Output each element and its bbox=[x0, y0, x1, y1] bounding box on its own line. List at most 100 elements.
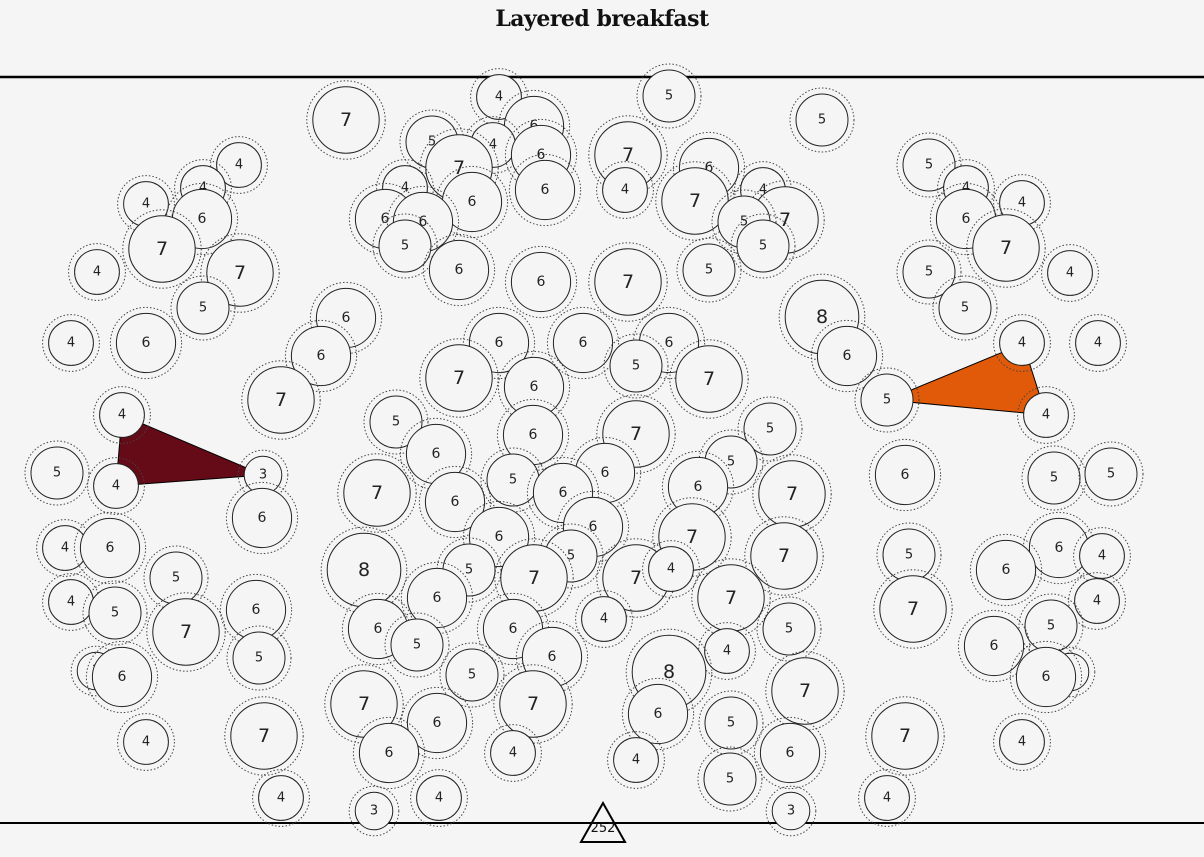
node-5[interactable]: 5 bbox=[1078, 441, 1144, 507]
node-7[interactable]: 7 bbox=[588, 242, 668, 322]
node-5[interactable]: 5 bbox=[384, 612, 450, 678]
node-7[interactable]: 7 bbox=[865, 696, 945, 776]
node-5[interactable]: 5 bbox=[876, 522, 942, 588]
node-4[interactable]: 4 bbox=[1017, 386, 1075, 444]
node-6[interactable]: 6 bbox=[422, 233, 496, 307]
node-5[interactable]: 5 bbox=[932, 275, 998, 341]
node-7[interactable]: 7 bbox=[744, 516, 824, 596]
node-label: 7 bbox=[622, 271, 634, 293]
node-label: 4 bbox=[199, 181, 207, 196]
node-6[interactable]: 6 bbox=[621, 677, 695, 751]
node-7[interactable]: 7 bbox=[494, 538, 574, 618]
node-5[interactable]: 5 bbox=[603, 333, 669, 399]
node-7[interactable]: 7 bbox=[419, 338, 499, 418]
node-6[interactable]: 6 bbox=[400, 561, 474, 635]
node-5[interactable]: 5 bbox=[789, 87, 855, 153]
node-4[interactable]: 4 bbox=[1069, 314, 1127, 372]
node-6[interactable]: 6 bbox=[868, 438, 942, 512]
node-4[interactable]: 4 bbox=[607, 731, 665, 789]
node-4[interactable]: 4 bbox=[1041, 244, 1099, 302]
node-5[interactable]: 5 bbox=[676, 237, 742, 303]
node-6[interactable]: 6 bbox=[1009, 640, 1083, 714]
node-6[interactable]: 6 bbox=[400, 686, 474, 760]
node-5[interactable]: 5 bbox=[226, 625, 292, 691]
node-5[interactable]: 5 bbox=[697, 746, 763, 812]
node-5[interactable]: 5 bbox=[372, 213, 438, 279]
node-7[interactable]: 7 bbox=[669, 339, 749, 419]
node-5[interactable]: 5 bbox=[854, 367, 920, 433]
node-7[interactable]: 7 bbox=[337, 453, 417, 533]
node-7[interactable]: 7 bbox=[655, 161, 735, 241]
node-4[interactable]: 4 bbox=[117, 713, 175, 771]
node-6[interactable]: 6 bbox=[969, 533, 1043, 607]
node-6[interactable]: 6 bbox=[225, 481, 299, 555]
node-5[interactable]: 5 bbox=[730, 213, 796, 279]
node-4[interactable]: 4 bbox=[210, 136, 268, 194]
node-5[interactable]: 5 bbox=[698, 690, 764, 756]
node-5[interactable]: 5 bbox=[896, 239, 962, 305]
node-4[interactable]: 4 bbox=[993, 314, 1051, 372]
node-4[interactable]: 4 bbox=[993, 174, 1051, 232]
node-7[interactable]: 7 bbox=[122, 209, 202, 289]
node-6[interactable]: 6 bbox=[109, 306, 183, 380]
node-6[interactable]: 6 bbox=[352, 716, 426, 790]
node-4[interactable]: 4 bbox=[68, 243, 126, 301]
node-5[interactable]: 5 bbox=[636, 63, 702, 129]
node-label: 4 bbox=[632, 753, 640, 768]
node-6[interactable]: 6 bbox=[546, 306, 620, 380]
node-6[interactable]: 6 bbox=[810, 319, 884, 393]
node-4[interactable]: 4 bbox=[698, 622, 756, 680]
node-4[interactable]: 4 bbox=[93, 386, 151, 444]
node-7[interactable]: 7 bbox=[765, 651, 845, 731]
node-7[interactable]: 7 bbox=[493, 664, 573, 744]
node-4[interactable]: 4 bbox=[1073, 527, 1131, 585]
node-7[interactable]: 7 bbox=[200, 233, 280, 313]
node-4[interactable]: 4 bbox=[117, 175, 175, 233]
node-4[interactable]: 4 bbox=[642, 540, 700, 598]
node-5[interactable]: 5 bbox=[439, 642, 505, 708]
node-label: 6 bbox=[118, 669, 127, 685]
node-7[interactable]: 7 bbox=[966, 208, 1046, 288]
node-label: 6 bbox=[385, 745, 394, 761]
node-6[interactable]: 6 bbox=[85, 640, 159, 714]
node-7[interactable]: 7 bbox=[146, 592, 226, 672]
node-8[interactable]: 8 bbox=[320, 526, 408, 614]
node-7[interactable]: 7 bbox=[306, 80, 386, 160]
node-6[interactable]: 6 bbox=[504, 245, 578, 319]
node-7[interactable]: 7 bbox=[691, 558, 771, 638]
node-4[interactable]: 4 bbox=[575, 590, 633, 648]
node-6[interactable]: 6 bbox=[957, 609, 1031, 683]
node-5[interactable]: 5 bbox=[896, 132, 962, 198]
node-6[interactable]: 6 bbox=[753, 716, 827, 790]
node-label: 4 bbox=[759, 183, 767, 198]
node-5[interactable]: 5 bbox=[480, 447, 546, 513]
node-6[interactable]: 6 bbox=[508, 153, 582, 227]
node-4[interactable]: 4 bbox=[858, 769, 916, 827]
node-6[interactable]: 6 bbox=[73, 511, 147, 585]
node-5[interactable]: 5 bbox=[24, 440, 90, 506]
node-4[interactable]: 4 bbox=[1068, 572, 1126, 630]
node-3[interactable]: 3 bbox=[348, 785, 400, 837]
node-5[interactable]: 5 bbox=[1021, 445, 1087, 511]
node-7[interactable]: 7 bbox=[241, 360, 321, 440]
node-5[interactable]: 5 bbox=[756, 596, 822, 662]
node-4[interactable]: 4 bbox=[252, 769, 310, 827]
counter-triangle: 252 bbox=[579, 800, 627, 843]
node-4[interactable]: 4 bbox=[484, 724, 542, 782]
node-5[interactable]: 5 bbox=[363, 389, 429, 455]
node-5[interactable]: 5 bbox=[82, 580, 148, 646]
node-5[interactable]: 5 bbox=[170, 275, 236, 341]
node-6[interactable]: 6 bbox=[284, 319, 358, 393]
node-4[interactable]: 4 bbox=[42, 314, 100, 372]
node-4[interactable]: 4 bbox=[410, 769, 468, 827]
node-7[interactable]: 7 bbox=[752, 454, 832, 534]
node-3[interactable]: 3 bbox=[765, 785, 817, 837]
node-6[interactable]: 6 bbox=[435, 165, 509, 239]
node-7[interactable]: 7 bbox=[873, 569, 953, 649]
node-7[interactable]: 7 bbox=[224, 696, 304, 776]
node-4[interactable]: 4 bbox=[87, 457, 145, 515]
node-3[interactable]: 3 bbox=[237, 449, 289, 501]
node-4[interactable]: 4 bbox=[993, 713, 1051, 771]
node-4[interactable]: 4 bbox=[596, 161, 654, 219]
